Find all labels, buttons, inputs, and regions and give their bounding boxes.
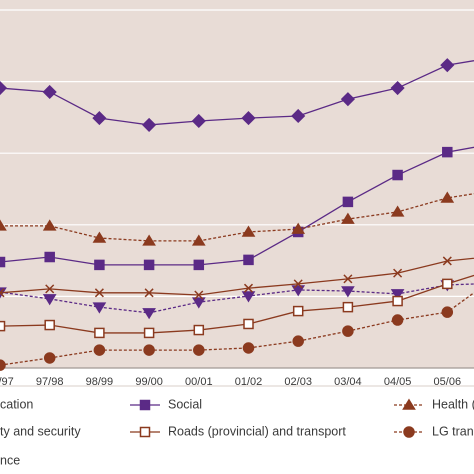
marker (343, 274, 353, 284)
marker (142, 308, 156, 320)
marker (390, 80, 405, 96)
marker (142, 117, 157, 132)
marker (0, 80, 8, 96)
marker (42, 294, 57, 306)
marker (45, 284, 55, 294)
marker (44, 319, 55, 331)
marker (292, 305, 304, 317)
marker (291, 108, 306, 124)
marker (139, 399, 151, 411)
marker (243, 318, 254, 330)
marker (342, 196, 354, 208)
legend-label: cation (0, 397, 33, 411)
marker (340, 92, 355, 107)
marker (43, 352, 56, 364)
marker (94, 288, 104, 298)
x-tick-label: 99/00 (135, 376, 163, 388)
x-tick-label: 04/05 (384, 376, 412, 388)
marker (241, 291, 256, 303)
marker (143, 344, 155, 356)
legend-label: LG trans (432, 424, 474, 438)
legend-label: Health ( (432, 397, 474, 411)
marker (293, 279, 303, 289)
marker (0, 288, 5, 298)
marker (242, 342, 255, 354)
marker (139, 426, 151, 438)
marker (193, 344, 205, 356)
marker (243, 283, 254, 293)
marker (191, 297, 206, 309)
marker (243, 254, 254, 266)
marker (402, 398, 416, 410)
marker (44, 251, 55, 263)
x-tick-label: 03/04 (334, 376, 362, 388)
marker (92, 231, 107, 243)
marker (392, 169, 403, 181)
x-tick-label: 01/02 (235, 376, 263, 388)
marker (392, 295, 403, 307)
legend-label: nce (0, 453, 20, 467)
marker (440, 58, 455, 73)
marker (94, 259, 105, 271)
legend-label: ty and security (0, 424, 81, 438)
marker (440, 191, 455, 203)
marker (442, 146, 453, 158)
marker (94, 327, 105, 339)
marker (241, 111, 256, 126)
x-tick-label: 02/03 (284, 376, 312, 388)
marker (390, 205, 405, 217)
marker (0, 359, 6, 371)
marker (391, 314, 404, 326)
marker (193, 259, 205, 271)
marker (341, 286, 355, 298)
marker (403, 426, 415, 438)
x-tick-label: 00/01 (185, 376, 213, 388)
marker (342, 301, 354, 313)
marker (193, 324, 205, 336)
marker (42, 84, 57, 100)
marker (442, 256, 452, 266)
marker (241, 225, 256, 237)
marker (291, 285, 306, 297)
marker (143, 327, 155, 339)
marker (390, 289, 405, 301)
x-tick-label: 97/98 (36, 376, 64, 388)
marker (93, 344, 106, 356)
marker (292, 335, 304, 347)
marker (341, 212, 355, 224)
x-tick-label: 05/06 (434, 376, 462, 388)
legend-label: Social (168, 397, 202, 411)
marker (42, 219, 57, 231)
marker (191, 234, 206, 246)
marker (191, 113, 206, 129)
legend-label: Roads (provincial) and transport (168, 424, 346, 438)
marker (442, 278, 453, 290)
marker (0, 320, 6, 332)
x-tick-label: 96/97 (0, 376, 14, 388)
marker (0, 256, 6, 268)
marker (441, 306, 454, 318)
marker (342, 325, 354, 337)
marker (194, 290, 204, 300)
marker (92, 302, 107, 314)
marker (142, 234, 156, 246)
x-tick-label: 98/99 (86, 376, 114, 388)
plot-background (0, 0, 474, 368)
marker (0, 219, 7, 231)
marker (92, 111, 107, 126)
marker (144, 288, 154, 298)
marker (291, 222, 306, 234)
marker (143, 259, 155, 271)
marker (393, 268, 403, 278)
